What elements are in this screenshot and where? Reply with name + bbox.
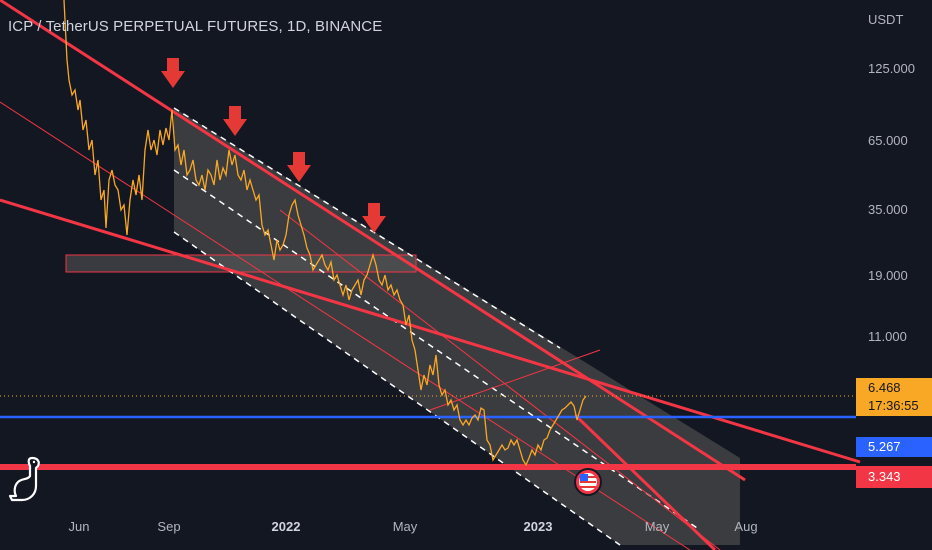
last-price-value: 6.468 [868,380,901,395]
steep-trendline [573,413,717,550]
time-tick: Sep [157,519,181,534]
tradingview-dino-icon[interactable] [8,456,44,504]
time-tick: 2022 [271,519,301,534]
thin-trendline-2 [279,209,721,550]
price-tick: 65.000 [868,133,908,148]
price-tick: 35.000 [868,202,908,217]
last-price-badge: 6.468 17:36:55 [856,378,932,416]
time-tick: May [392,519,418,534]
thin-trendline-3 [429,349,601,411]
bar-countdown: 17:36:55 [868,398,919,413]
down-arrow-icon [287,152,311,182]
price-tick: 125.000 [868,61,915,76]
price-tick: 19.000 [868,268,908,283]
time-tick: Jun [68,519,90,534]
price-axis-currency: USDT [868,12,904,27]
channel-fill [174,108,740,545]
main-resistance-trendline [0,0,746,482]
blue-level-badge: 5.267 [856,437,932,457]
red-level-badge: 3.343 [856,466,932,488]
long-support-trendline [0,198,861,464]
down-arrow-icon [161,58,185,88]
us-flag-icon[interactable] [574,468,602,496]
time-tick: May [644,519,670,534]
channel-upper-dashed [173,107,561,349]
price-tick: 11.000 [868,329,907,344]
down-arrow-icon [223,106,247,136]
chart-title: ICP / TetherUS PERPETUAL FUTURES, 1D, BI… [8,18,383,35]
channel-lower-dashed [173,231,621,546]
time-tick: 2023 [523,519,553,534]
resistance-zone-box [65,254,417,273]
down-arrow-icon [362,203,386,233]
price-series [63,0,587,467]
time-tick: Aug [734,519,758,534]
thin-trendline-1 [0,101,691,550]
